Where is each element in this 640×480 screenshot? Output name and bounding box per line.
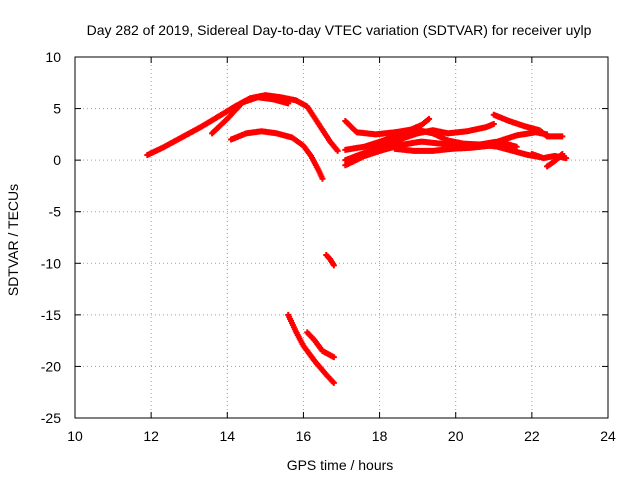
- x-tick-label: 22: [524, 428, 540, 444]
- data-point: [330, 354, 337, 361]
- data-point: [426, 115, 433, 122]
- data-series-arc-6: [304, 329, 337, 361]
- y-tick-label: 10: [45, 49, 61, 65]
- data-point: [319, 175, 326, 182]
- data-series-arc-2: [209, 94, 292, 137]
- x-tick-label: 24: [600, 428, 616, 444]
- x-tick-label: 20: [448, 428, 464, 444]
- y-tick-label: -15: [41, 307, 61, 323]
- data-point: [559, 133, 566, 140]
- data-points: [144, 92, 570, 386]
- data-point: [490, 121, 497, 128]
- plot-frame: [74, 56, 609, 419]
- data-series-arc-9: [342, 121, 497, 164]
- x-axis-title: GPS time / hours: [287, 457, 394, 473]
- y-tick-label: -25: [41, 410, 61, 426]
- data-point: [334, 147, 341, 154]
- data-series-arc-5: [285, 311, 337, 386]
- axis-ticks: 10 12 14 16 18 20 22 24 -25 -20 -15 -10 -5 0 5 10: [41, 49, 616, 444]
- y-tick-label: 0: [53, 152, 61, 168]
- x-tick-label: 10: [67, 428, 83, 444]
- data-series-arc-3: [228, 128, 326, 182]
- x-tick-label: 16: [296, 428, 312, 444]
- data-series-arc-14: [528, 150, 570, 162]
- grid: [75, 57, 608, 418]
- data-series-arc-8: [342, 115, 433, 153]
- x-tick-label: 14: [219, 428, 235, 444]
- x-tick-label: 12: [143, 428, 159, 444]
- data-point: [330, 379, 337, 386]
- data-point: [513, 143, 520, 150]
- data-point: [330, 262, 337, 269]
- data-series-arc-12: [490, 111, 566, 140]
- y-axis-title: SDTVAR / TECUs: [5, 184, 21, 296]
- chart-title: Day 282 of 2019, Sidereal Day-to-day VTE…: [87, 22, 592, 38]
- y-tick-label: -10: [41, 255, 61, 271]
- x-tick-label: 18: [372, 428, 388, 444]
- data-series-arc-4: [323, 252, 337, 269]
- y-tick-label: -5: [49, 204, 62, 220]
- data-point: [563, 155, 570, 162]
- y-tick-label: -20: [41, 358, 61, 374]
- data-point: [285, 100, 292, 107]
- y-tick-label: 5: [53, 101, 61, 117]
- data-series-arc-11: [391, 140, 520, 154]
